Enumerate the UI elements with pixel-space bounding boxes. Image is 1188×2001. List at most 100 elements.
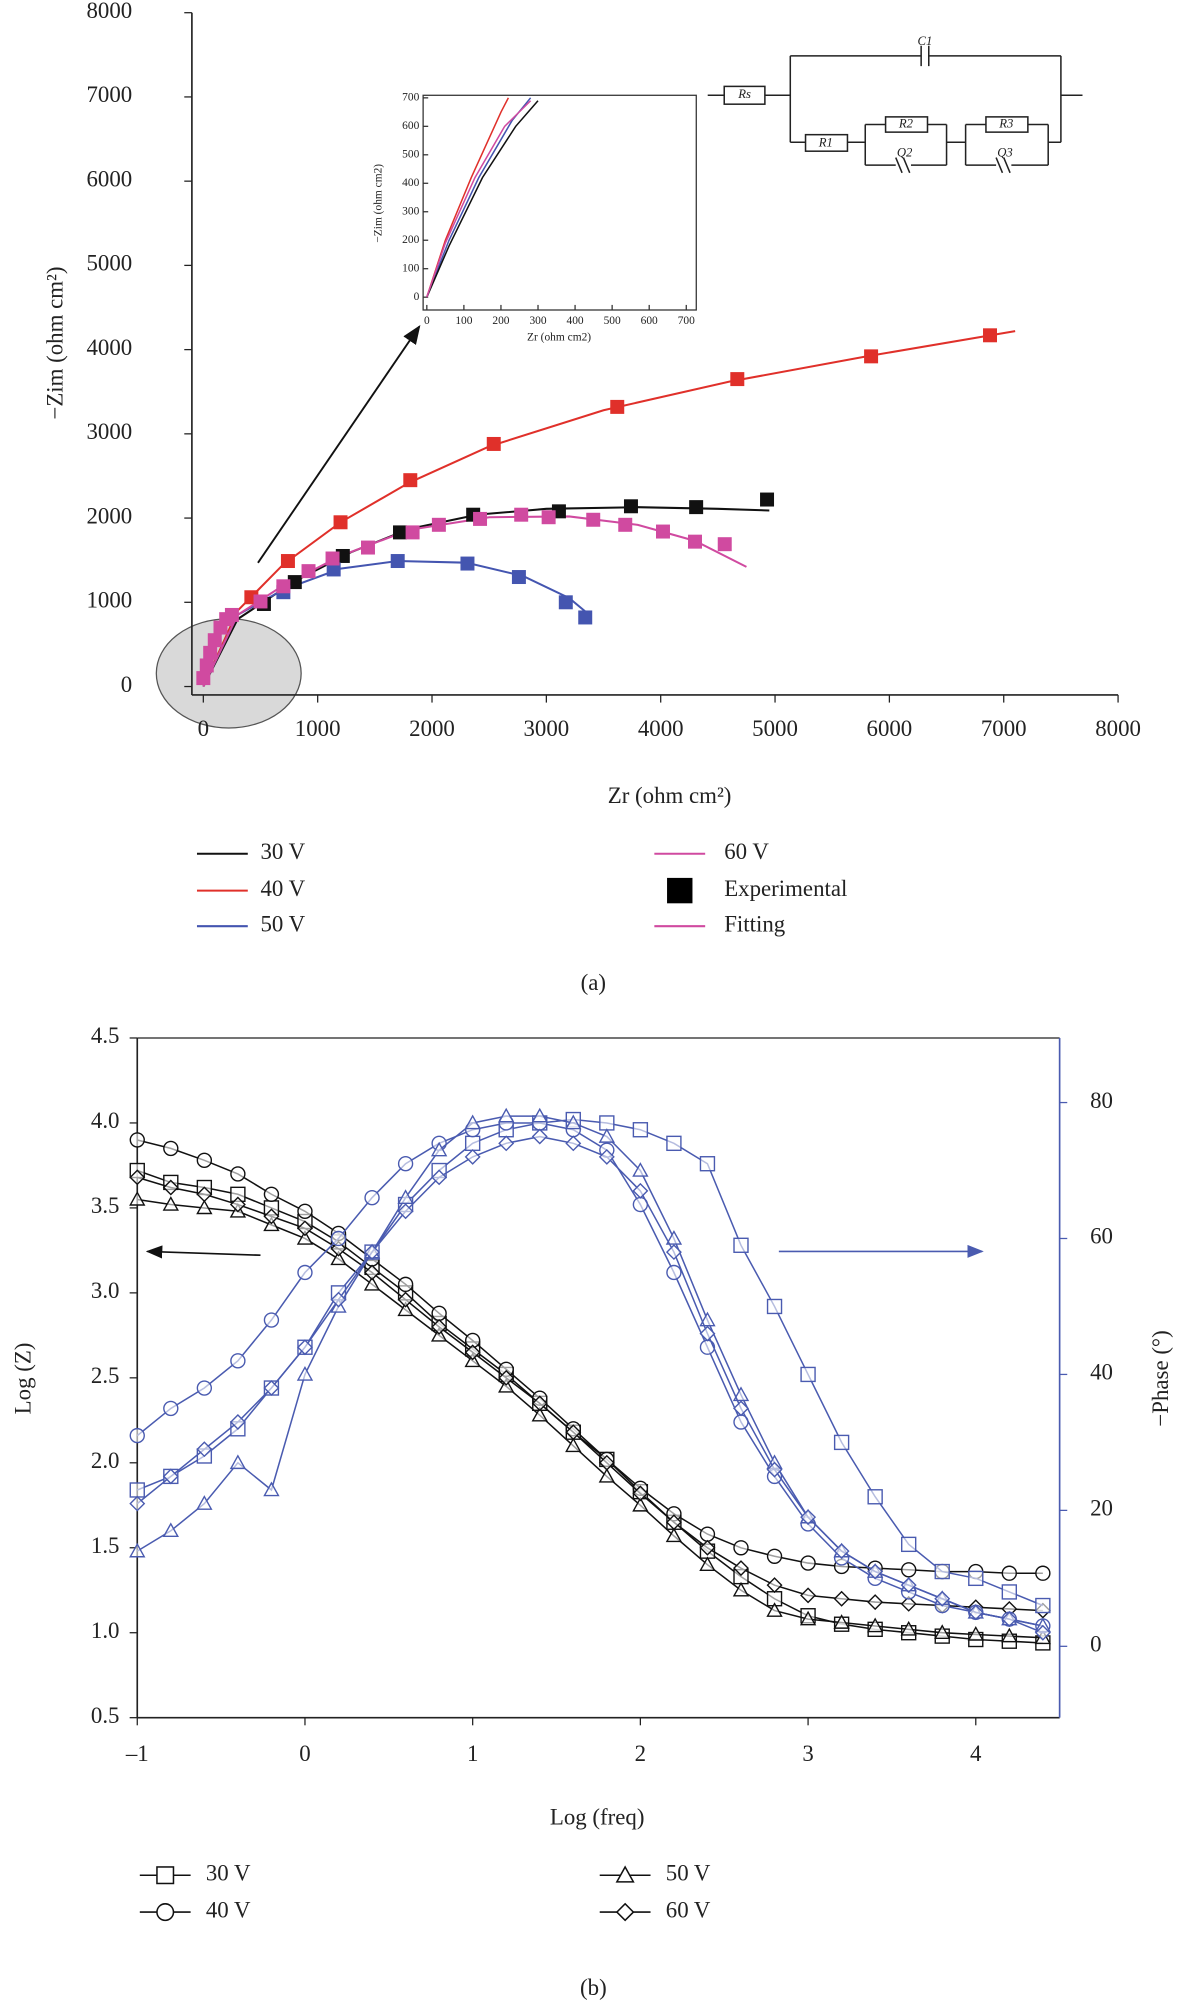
y-tick-label: 1.5: [91, 1533, 120, 1558]
data-point: [1035, 1597, 1051, 1614]
data-point: [230, 1353, 246, 1369]
data-point: [162, 1196, 179, 1211]
data-point: [598, 1128, 616, 1143]
data-point: [967, 1604, 984, 1621]
data-point: [760, 492, 775, 507]
series-line: [137, 1169, 1043, 1644]
data-point: [666, 1264, 682, 1281]
x-tick-label: 100: [455, 315, 472, 327]
data-point: [330, 1291, 347, 1308]
x-axis-label: Zr (ohm cm2): [527, 332, 591, 344]
x-tick-label: –1: [125, 1741, 149, 1766]
data-point: [393, 525, 407, 540]
data-point: [531, 1107, 548, 1123]
y-tick-label: 7000: [86, 82, 132, 107]
data-point: [129, 1542, 146, 1558]
y-tick-label: 2.5: [91, 1363, 120, 1388]
data-point: [565, 1437, 582, 1453]
y-tick-label: 500: [402, 148, 419, 160]
x-tick-label: 1000: [295, 716, 341, 741]
data-point: [558, 595, 573, 610]
data-point: [632, 1162, 649, 1177]
y-axis-label: −Zim (ohm cm2): [372, 164, 384, 243]
caption: (b): [580, 1975, 607, 2000]
data-point: [800, 1555, 816, 1571]
y-tick-label: 200: [402, 234, 419, 246]
x-tick-label: 400: [567, 315, 584, 327]
data-point: [129, 1495, 146, 1512]
data-point: [163, 1400, 179, 1417]
data-point: [129, 1169, 146, 1186]
x-tick-label: 500: [604, 315, 621, 327]
data-point: [330, 1230, 347, 1247]
data-point: [578, 610, 593, 625]
data-point: [397, 1189, 414, 1204]
y-tick-label: 0.5: [91, 1703, 120, 1728]
data-point: [733, 1560, 749, 1577]
data-point: [632, 1485, 649, 1502]
x-axis-label: Zr (ohm cm²): [608, 783, 732, 808]
legend-swatch: [667, 877, 693, 904]
legend-label: Experimental: [724, 876, 847, 901]
circuit-label: Rs: [737, 87, 751, 101]
data-point: [623, 499, 638, 514]
data-point: [280, 554, 295, 569]
data-point: [733, 1540, 749, 1556]
data-point: [733, 1237, 749, 1253]
data-point: [699, 1339, 716, 1355]
data-point: [498, 1369, 515, 1386]
data-point: [732, 1386, 750, 1402]
series-line: [136, 1122, 1044, 1627]
data-point: [665, 1527, 683, 1543]
y-tick-label: 0: [414, 291, 420, 303]
data-point: [498, 1107, 515, 1123]
x-tick-label: 4000: [638, 716, 684, 741]
series-line: [137, 1198, 1043, 1639]
y-tick-label: 4.0: [91, 1108, 120, 1133]
data-point: [766, 1577, 783, 1594]
data-point: [934, 1624, 951, 1640]
data-point: [1001, 1611, 1018, 1628]
data-point: [666, 1135, 682, 1152]
zoom-arrow: [257, 324, 421, 564]
data-point: [196, 1495, 213, 1510]
x-tick-label: 0: [299, 1741, 310, 1766]
data-point: [900, 1577, 917, 1594]
data-point: [565, 1424, 582, 1441]
circuit-label: Q2: [897, 146, 913, 160]
x-tick-label: 3: [802, 1741, 813, 1766]
data-point: [364, 1264, 381, 1281]
data-point: [599, 1115, 615, 1131]
y-tick-label: 3000: [86, 419, 132, 444]
data-point: [967, 1625, 984, 1641]
data-point: [287, 575, 302, 590]
data-point: [867, 1563, 884, 1580]
y-tick-label: 3.5: [91, 1193, 120, 1218]
inset-frame: [422, 94, 697, 311]
data-point: [325, 551, 340, 566]
data-point: [565, 1135, 582, 1152]
x-tick-label: 7000: [981, 716, 1027, 741]
data-point: [866, 1617, 884, 1633]
data-point: [473, 511, 488, 526]
data-point: [460, 556, 475, 571]
y-tick-label: 4.5: [91, 1023, 120, 1048]
y-tick-label: 0: [121, 672, 132, 697]
x-tick-label: 2: [635, 1741, 646, 1766]
data-point: [224, 607, 239, 622]
y2-tick-label: 80: [1090, 1088, 1113, 1113]
legend-swatch: [156, 1866, 175, 1885]
y-tick-label: 8000: [86, 0, 132, 23]
x-tick-label: 0: [198, 716, 209, 741]
data-point: [464, 1148, 481, 1165]
x-tick-label: 3000: [523, 716, 569, 741]
series-line: [137, 1176, 1043, 1612]
data-point: [732, 1581, 750, 1597]
data-point: [364, 1190, 380, 1206]
y2-tick-label: 40: [1090, 1360, 1113, 1385]
data-point: [162, 1522, 179, 1538]
data-point: [464, 1114, 481, 1130]
data-point: [464, 1344, 481, 1361]
data-point: [129, 1132, 145, 1148]
data-point: [199, 658, 214, 673]
